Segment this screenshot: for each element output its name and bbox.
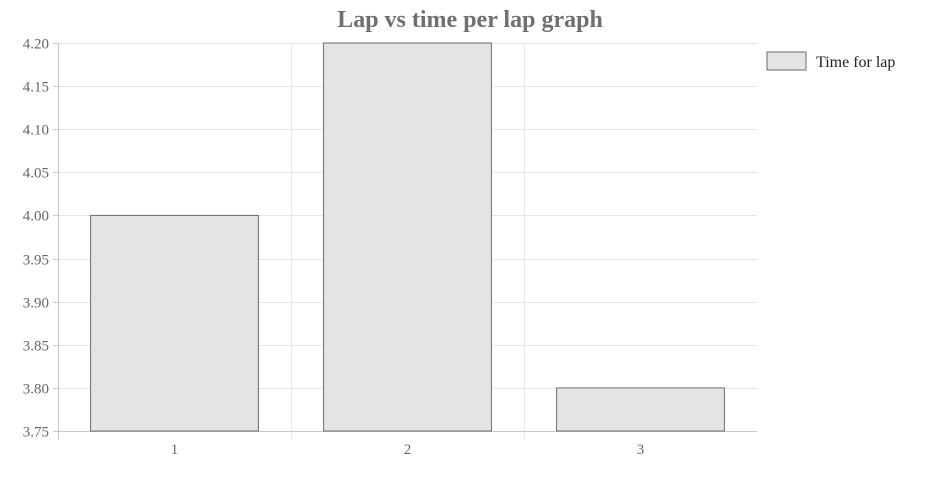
- legend-swatch[interactable]: [766, 51, 807, 71]
- legend[interactable]: Time for lap: [766, 51, 895, 71]
- x-tick-label: 3: [637, 442, 645, 458]
- y-tick-label: 4.15: [23, 80, 49, 96]
- y-tick-label: 3.80: [23, 382, 49, 398]
- y-tick-label: 4.20: [23, 37, 49, 53]
- y-tick-label: 4.05: [23, 166, 49, 182]
- x-axis-ticks: 1 2 3: [171, 442, 645, 458]
- y-axis-ticks: 4.20 4.15 4.10 4.05 4.00 3.95 3.90 3.85 3.80 3.75: [23, 37, 49, 441]
- x-tick-label: 2: [404, 442, 412, 458]
- y-tick-label: 3.95: [23, 253, 49, 269]
- bars: [90, 42, 725, 432]
- legend-label[interactable]: Time for lap: [816, 54, 895, 71]
- y-tick-label: 3.75: [23, 425, 49, 441]
- x-tick-label: 1: [171, 442, 179, 458]
- bar: [556, 387, 725, 432]
- chart-title: Lap vs time per lap graph: [337, 7, 603, 33]
- y-tick-label: 3.90: [23, 296, 49, 312]
- bar: [323, 42, 492, 432]
- y-tick-label: 3.85: [23, 339, 49, 355]
- y-tick-label: 4.10: [23, 123, 49, 139]
- y-tick-label: 4.00: [23, 209, 49, 225]
- bar: [90, 214, 259, 432]
